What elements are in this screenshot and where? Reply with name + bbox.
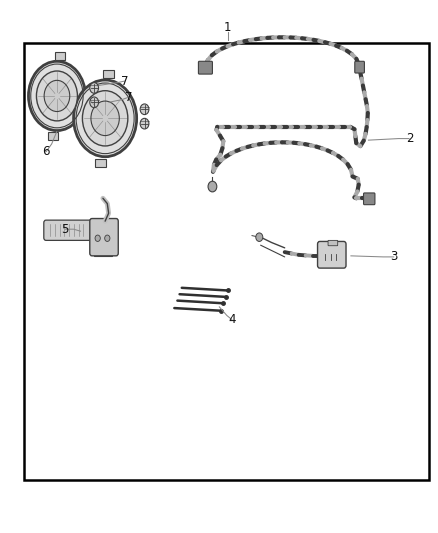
FancyBboxPatch shape [94,232,112,256]
FancyBboxPatch shape [198,61,212,74]
Text: 4: 4 [228,313,236,326]
Circle shape [36,71,78,121]
Circle shape [140,104,149,115]
Circle shape [95,235,100,241]
Text: 1: 1 [224,21,232,34]
FancyBboxPatch shape [48,132,58,140]
FancyBboxPatch shape [328,240,338,246]
Circle shape [256,233,263,241]
Circle shape [91,101,119,135]
Text: 3: 3 [391,251,398,263]
Circle shape [82,91,128,146]
FancyBboxPatch shape [90,219,118,256]
Circle shape [90,83,99,93]
Circle shape [74,80,137,157]
Text: 6: 6 [42,146,50,158]
Circle shape [105,235,110,241]
FancyBboxPatch shape [55,52,65,60]
FancyBboxPatch shape [364,193,375,205]
FancyBboxPatch shape [355,61,364,73]
Text: 5: 5 [61,223,68,236]
FancyBboxPatch shape [102,70,114,78]
FancyBboxPatch shape [318,241,346,268]
Text: 7: 7 [121,75,129,87]
Circle shape [140,118,149,129]
Circle shape [90,97,99,108]
Text: 7: 7 [125,91,133,103]
FancyBboxPatch shape [95,159,106,167]
Circle shape [208,181,217,192]
Circle shape [44,80,70,111]
Text: 2: 2 [406,132,413,145]
Circle shape [28,61,85,131]
FancyBboxPatch shape [44,220,94,240]
